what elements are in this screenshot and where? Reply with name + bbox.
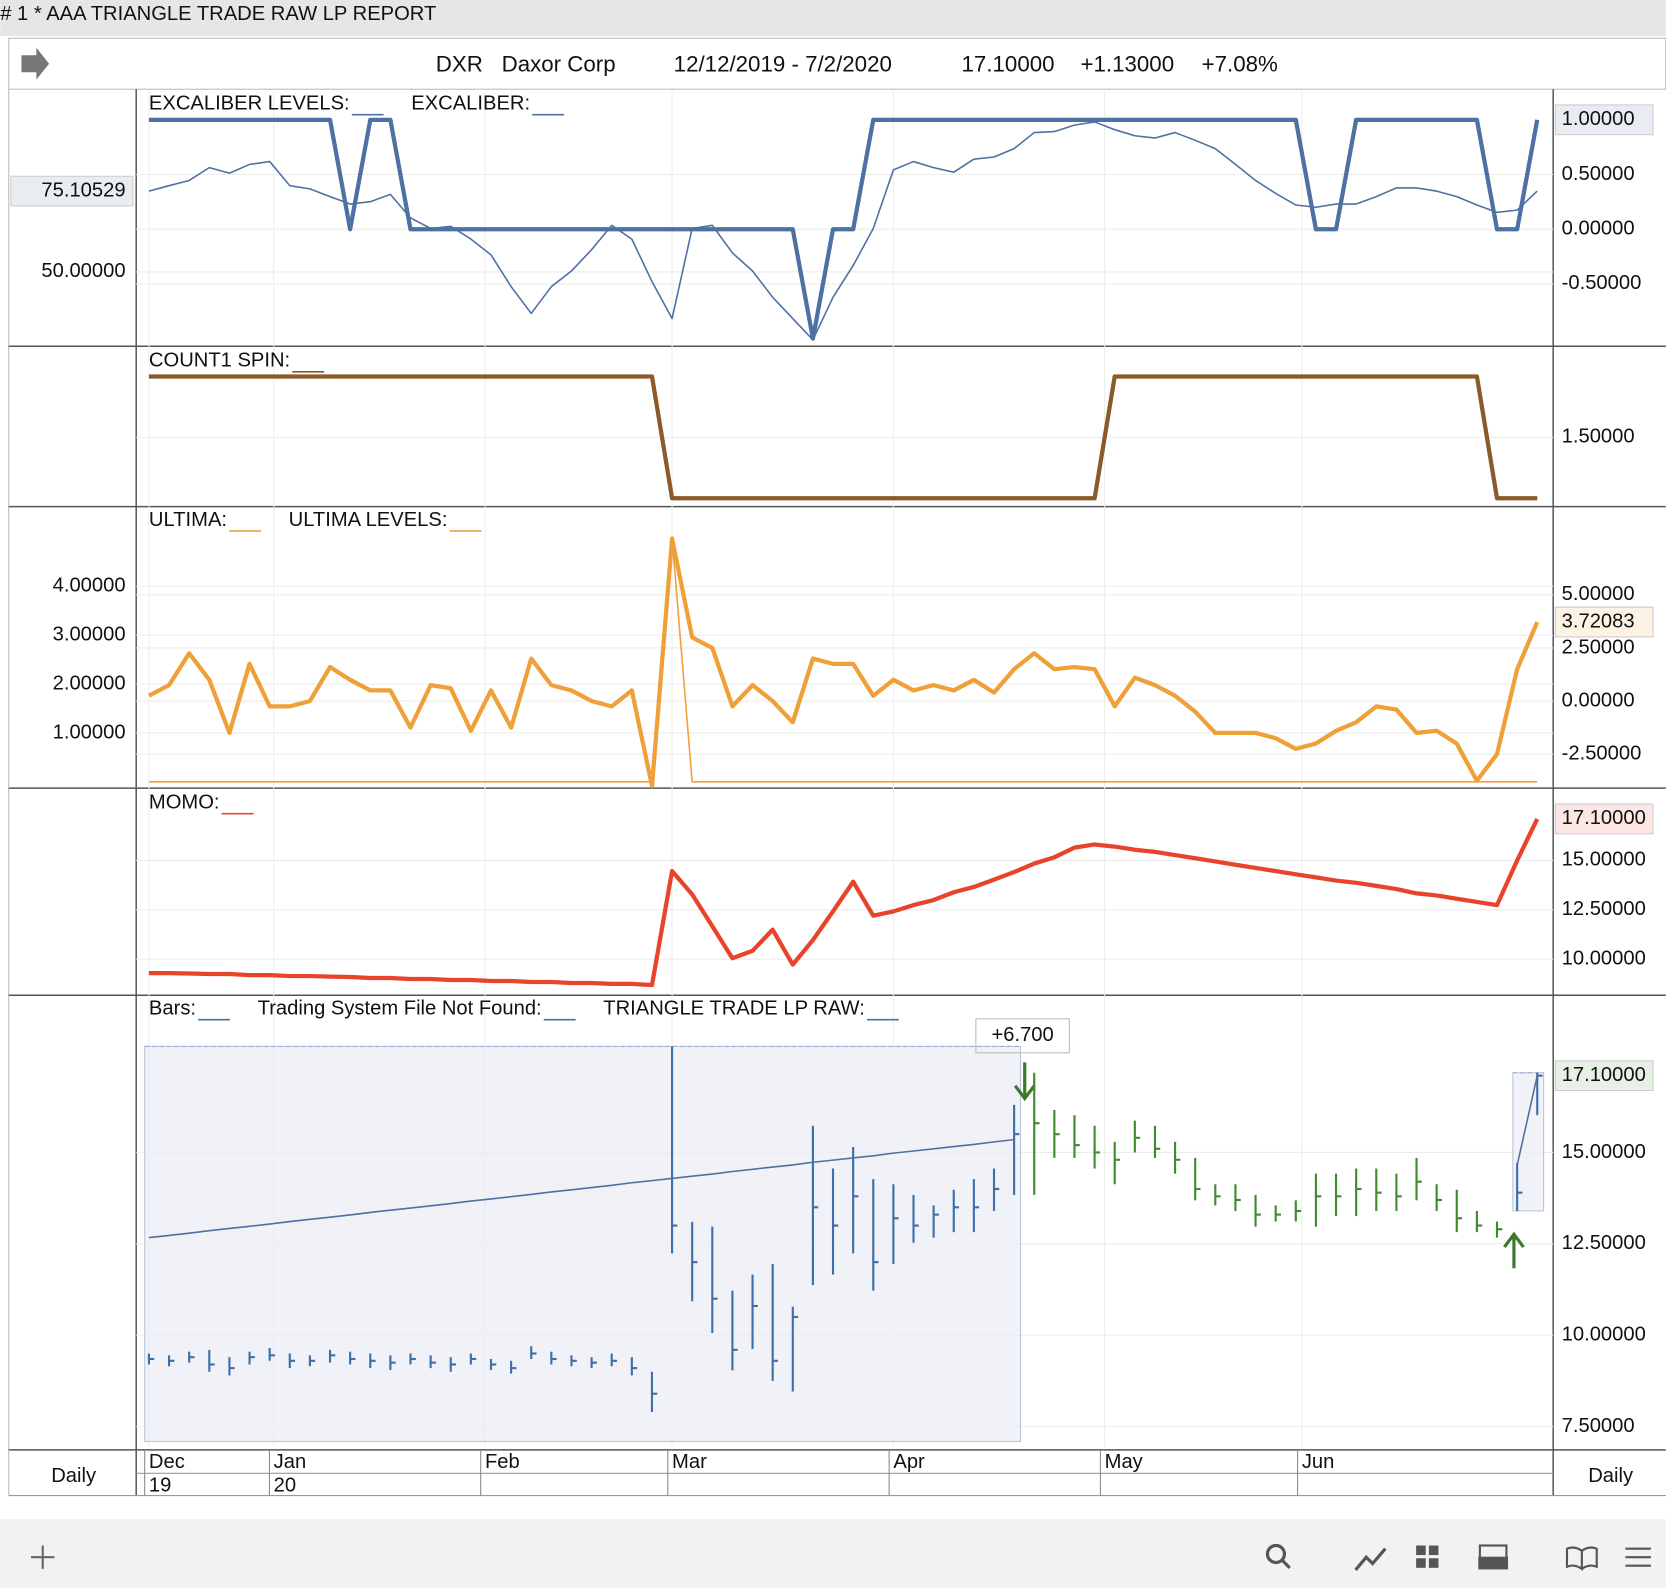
series-line xyxy=(148,536,1538,783)
y-tick-label: 2.50000 xyxy=(1562,636,1635,658)
x-tick-label: May xyxy=(1105,1451,1144,1473)
current-value-label: 1.00000 xyxy=(1562,108,1635,130)
series-line xyxy=(147,536,1540,789)
y-tick-label: 0.50000 xyxy=(1562,163,1635,185)
y-tick-label: 10.00000 xyxy=(1562,948,1646,970)
x-tick-label: Jun xyxy=(1302,1451,1335,1473)
toolbar-icons xyxy=(1265,1543,1651,1571)
y-tick-label: -0.50000 xyxy=(1562,272,1642,294)
percent-change: +7.08% xyxy=(1202,52,1278,77)
series-line xyxy=(148,374,1538,501)
date-range: 12/12/2019 - 7/2/2020 xyxy=(674,52,892,77)
price-change: +1.13000 xyxy=(1080,52,1174,77)
y2-tick-label: 1.00000 xyxy=(53,721,126,743)
legend-label: TRIANGLE TRADE LP RAW: xyxy=(603,997,865,1019)
exit-arrow xyxy=(1013,1062,1036,1102)
window-title: # 1 * AAA TRIANGLE TRADE RAW LP REPORT xyxy=(0,3,436,25)
company: Daxor Corp xyxy=(502,52,616,77)
header-bar xyxy=(8,37,1666,90)
y-tick-label: 15.00000 xyxy=(1562,849,1646,871)
y2-tick-label: 50.00000 xyxy=(41,260,125,282)
trade-box xyxy=(144,1045,1022,1442)
current-value-label: 17.10000 xyxy=(1562,807,1646,829)
x-tick-label: Jan xyxy=(274,1451,307,1473)
current-value-label: 3.72083 xyxy=(1562,610,1635,632)
y-tick-label: 5.00000 xyxy=(1562,583,1635,605)
series-line xyxy=(148,818,1540,988)
y-tick-label: 1.50000 xyxy=(1562,426,1635,448)
current-value-box xyxy=(1554,803,1654,835)
y2-tick-label: 3.00000 xyxy=(53,624,126,646)
legend-label: Bars: xyxy=(149,997,196,1019)
legend-label: EXCALIBER: xyxy=(411,92,530,114)
series-line xyxy=(148,121,1538,341)
title-bar xyxy=(0,0,1666,37)
y-tick-label: 7.50000 xyxy=(1562,1415,1635,1437)
x-tick-label: Dec xyxy=(149,1451,185,1473)
y2-tick-label: 2.00000 xyxy=(53,672,126,694)
legend-label: ULTIMA: xyxy=(149,509,227,531)
current-value-box xyxy=(1554,104,1654,136)
series-line xyxy=(148,117,1540,341)
y-tick-label: 12.50000 xyxy=(1562,898,1646,920)
current-value-box xyxy=(10,175,134,207)
trade-result-label: +6.700 xyxy=(991,1024,1053,1046)
x-tick-label: Apr xyxy=(893,1451,925,1473)
y2-tick-label: 4.00000 xyxy=(53,575,126,597)
menu-button[interactable] xyxy=(1625,1547,1651,1567)
current-value-box xyxy=(1554,1060,1654,1092)
legend-label: MOMO: xyxy=(149,791,220,813)
current-value-label: 75.10529 xyxy=(41,179,125,201)
chart-button[interactable] xyxy=(1354,1547,1387,1571)
x-tick-sublabel: 19 xyxy=(149,1474,171,1496)
period-right[interactable]: Daily xyxy=(1588,1465,1634,1487)
series-line xyxy=(148,1075,1539,1239)
last-price: 17.10000 xyxy=(962,52,1055,77)
book-button[interactable] xyxy=(1565,1546,1598,1571)
grid-button[interactable] xyxy=(1416,1545,1439,1568)
trade-result-box xyxy=(975,1018,1070,1054)
legend-label: COUNT1 SPIN: xyxy=(149,349,290,371)
add-button[interactable] xyxy=(31,1545,55,1569)
bottom-toolbar xyxy=(0,1518,1666,1588)
legend-label: ULTIMA LEVELS: xyxy=(289,509,448,531)
period-left[interactable]: Daily xyxy=(51,1465,97,1487)
window-button[interactable] xyxy=(1478,1544,1509,1570)
y-tick-label: 10.00000 xyxy=(1562,1324,1646,1346)
y-tick-label: 0.00000 xyxy=(1562,218,1635,240)
x-tick-label: Mar xyxy=(672,1451,707,1473)
arrow-button[interactable] xyxy=(21,47,50,80)
legend-label: EXCALIBER LEVELS: xyxy=(149,92,350,114)
y-tick-label: 0.00000 xyxy=(1562,689,1635,711)
x-tick-sublabel: 20 xyxy=(274,1474,296,1496)
x-tick-label: Feb xyxy=(485,1451,520,1473)
y-tick-label: 15.00000 xyxy=(1562,1141,1646,1163)
current-value-box xyxy=(1554,606,1654,638)
y-tick-label: -2.50000 xyxy=(1562,742,1642,764)
current-value-label: 17.10000 xyxy=(1562,1064,1646,1086)
symbol: DXR xyxy=(436,52,483,77)
entry-arrow xyxy=(1503,1231,1525,1269)
search-button[interactable] xyxy=(1265,1543,1291,1569)
y-tick-label: 12.50000 xyxy=(1562,1232,1646,1254)
legend-label: Trading System File Not Found: xyxy=(258,997,542,1019)
